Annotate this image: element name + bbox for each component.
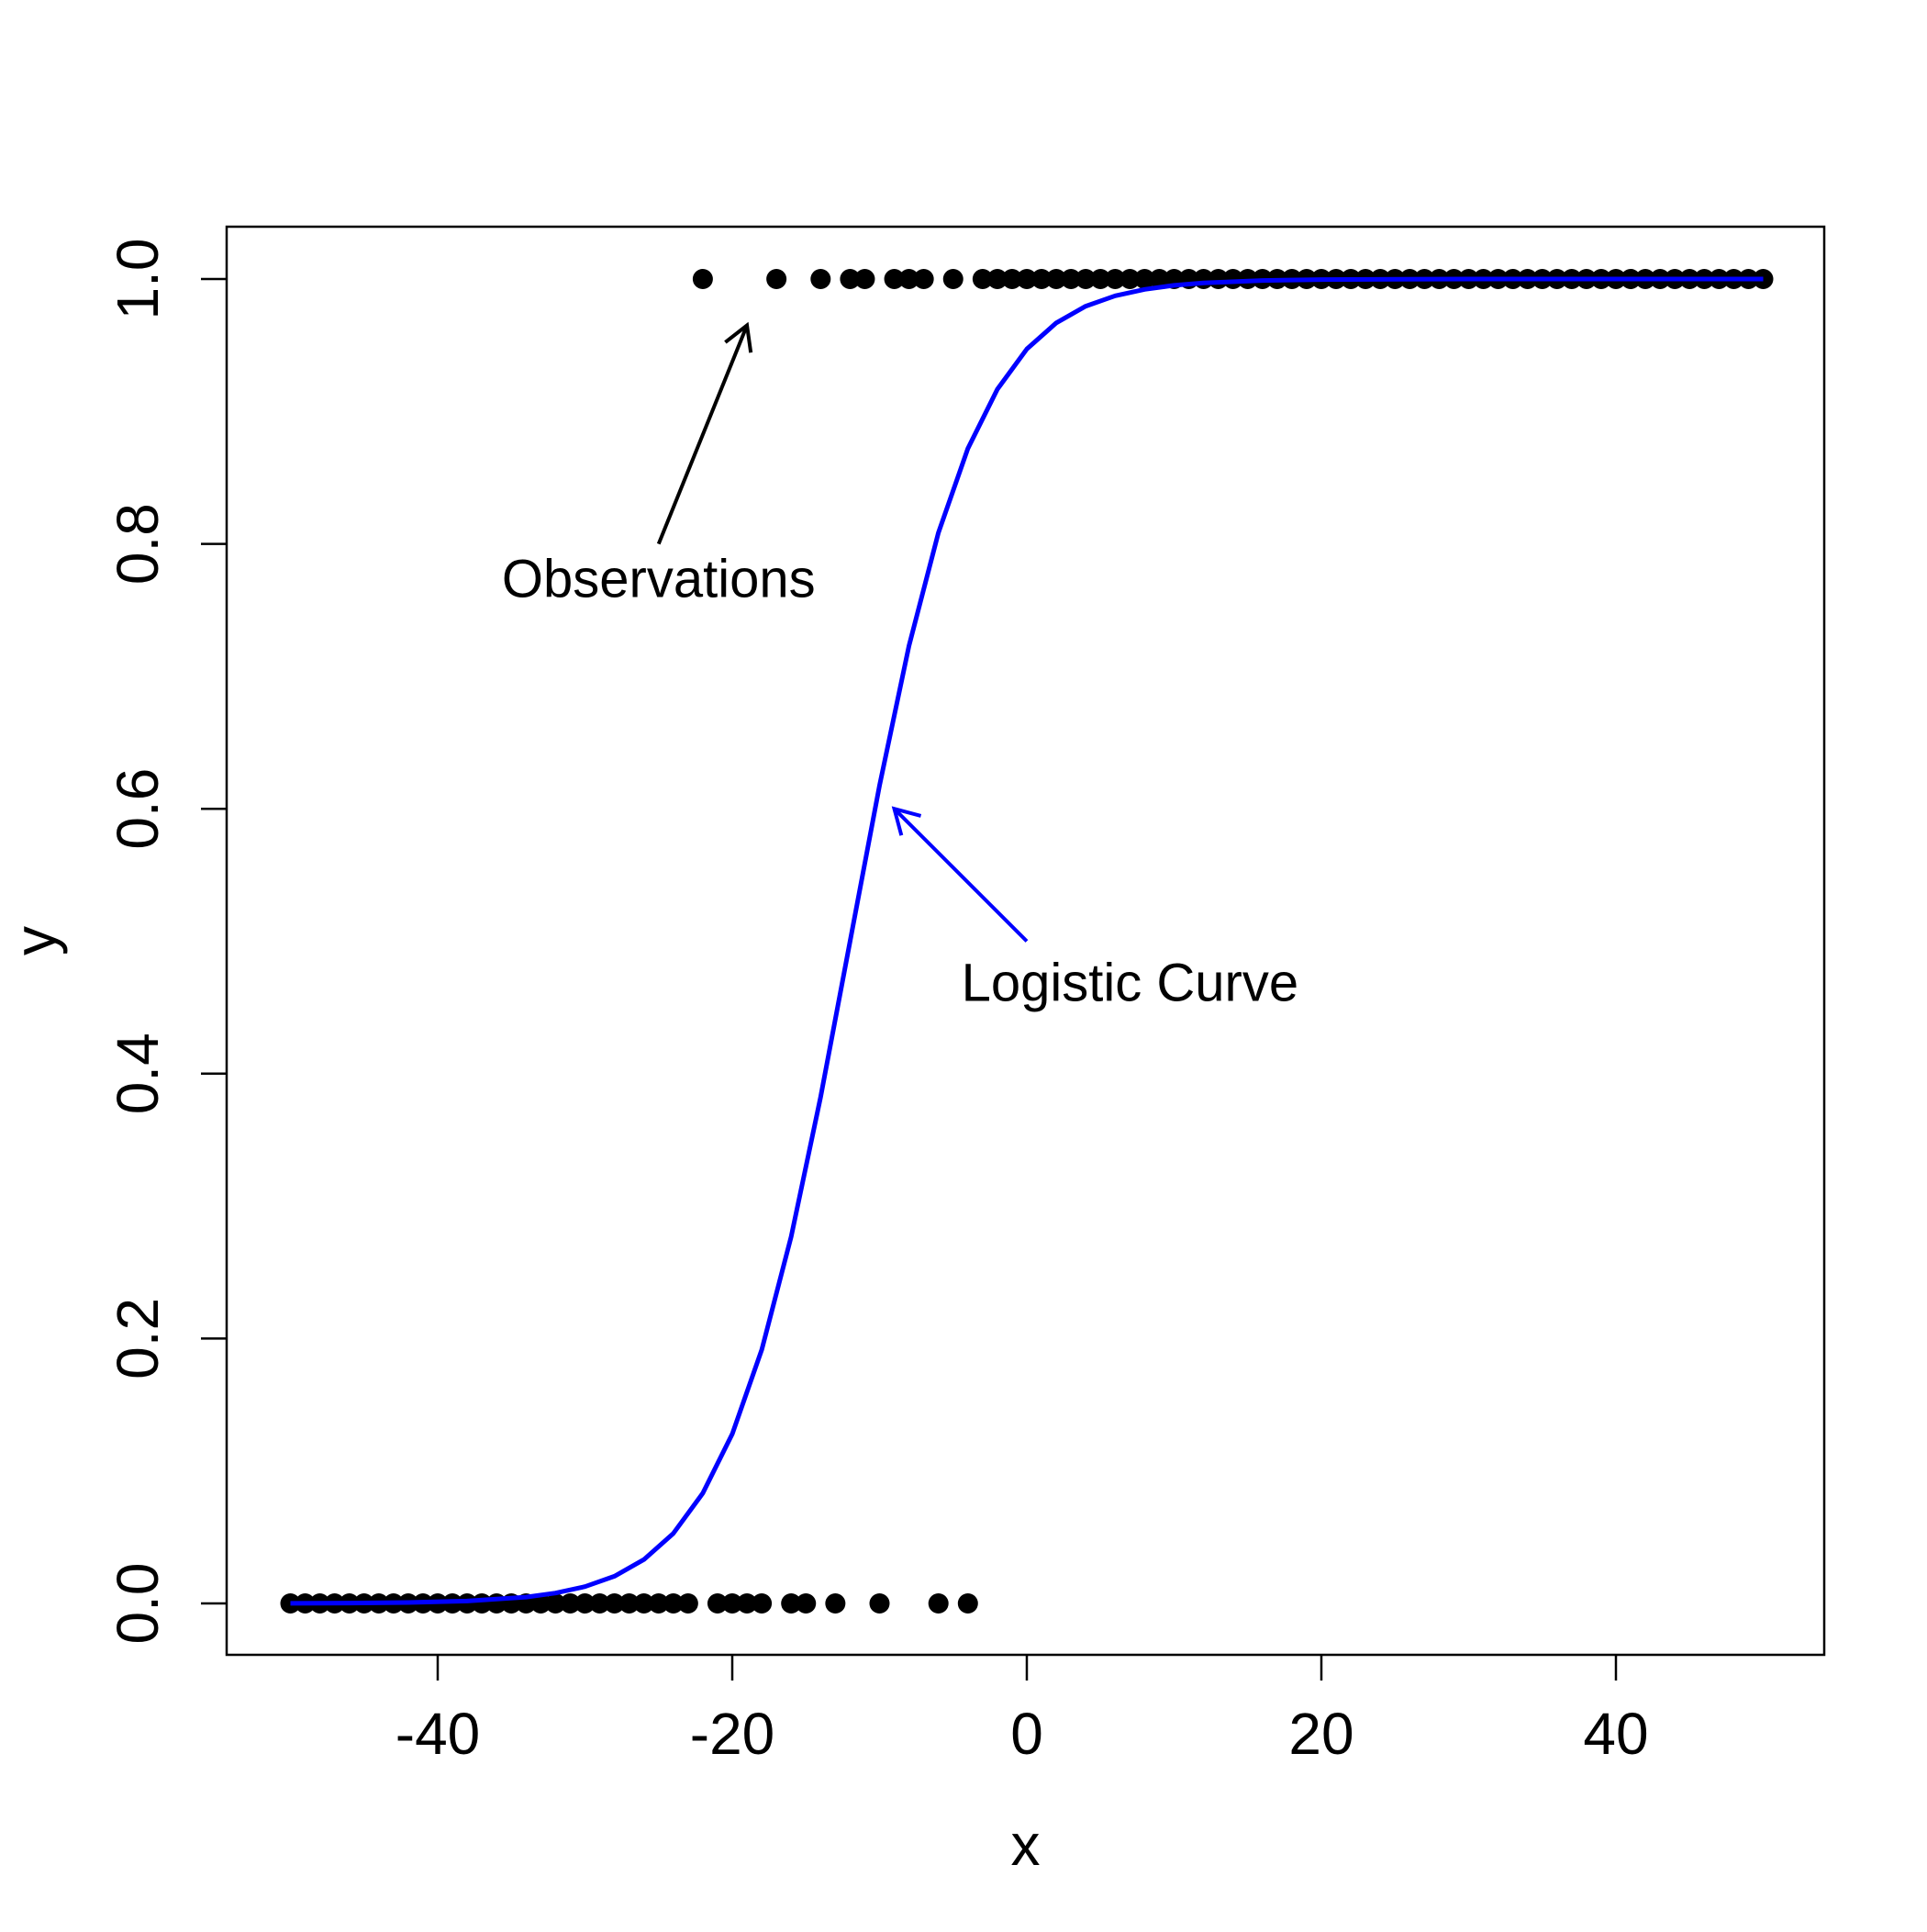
observation-point	[957, 1593, 978, 1614]
observation-point	[530, 1593, 551, 1614]
observation-point	[942, 269, 964, 289]
y-tick-label: 1.0	[105, 239, 171, 320]
observation-point	[986, 269, 1008, 289]
observation-point	[707, 1593, 728, 1614]
y-axis-title: y	[2, 926, 68, 955]
observation-point	[928, 1593, 949, 1614]
observation-point	[840, 269, 861, 289]
observation-point	[898, 269, 919, 289]
observation-point	[1001, 269, 1022, 289]
x-tick-label: -20	[690, 1701, 775, 1767]
observation-point	[825, 1593, 846, 1614]
y-tick-label: 0.6	[105, 768, 171, 850]
observation-point	[1090, 269, 1111, 289]
observation-point	[280, 1593, 301, 1614]
observation-point	[648, 1593, 669, 1614]
observation-point	[1017, 269, 1037, 289]
x-tick-label: 0	[1010, 1701, 1043, 1767]
observation-point	[972, 269, 993, 289]
x-tick-label: 40	[1583, 1701, 1648, 1767]
observation-point	[884, 269, 905, 289]
observation-point	[1075, 269, 1097, 289]
observation-point	[663, 1593, 684, 1614]
observation-point	[1105, 269, 1126, 289]
observation-point	[633, 1593, 654, 1614]
annotation-arrow-head	[891, 806, 922, 836]
y-tick-label: 0.2	[105, 1298, 171, 1379]
x-axis-title: x	[1011, 1812, 1041, 1878]
observation-point	[854, 269, 875, 289]
observation-point	[457, 1593, 478, 1614]
annotation-arrow-head	[724, 321, 753, 353]
observation-point	[604, 1593, 625, 1614]
observation-point	[1149, 269, 1170, 289]
observation-point	[574, 1593, 596, 1614]
x-tick-label: 20	[1288, 1701, 1353, 1767]
observation-point	[913, 269, 934, 289]
observation-point	[781, 1593, 802, 1614]
annotation-label: Observations	[502, 549, 816, 609]
observation-point	[1134, 269, 1155, 289]
observation-point	[810, 269, 831, 289]
logistic-curve	[290, 276, 1764, 1606]
observation-point	[692, 269, 713, 289]
observation-point	[1046, 269, 1067, 289]
annotation-arrow-shaft	[893, 807, 1029, 943]
observation-point	[618, 1593, 640, 1614]
observation-point	[589, 1593, 610, 1614]
annotation-label: Logistic Curve	[962, 953, 1298, 1012]
y-tick-label: 0.4	[105, 1033, 171, 1114]
observation-point	[560, 1593, 581, 1614]
observation-point	[722, 1593, 742, 1614]
x-tick-label: -40	[395, 1701, 481, 1767]
observation-point	[766, 269, 787, 289]
annotation-arrow-shaft	[656, 324, 749, 545]
observation-point	[869, 1593, 890, 1614]
y-tick-label: 0.8	[105, 503, 171, 585]
observation-point	[1061, 269, 1082, 289]
observation-point	[752, 1593, 773, 1614]
observation-point	[796, 1593, 817, 1614]
observation-point	[737, 1593, 758, 1614]
y-tick-label: 0.0	[105, 1563, 171, 1645]
observation-point	[1119, 269, 1141, 289]
observation-point	[545, 1593, 566, 1614]
observation-point	[677, 1593, 698, 1614]
observation-point	[1031, 269, 1053, 289]
plot-frame	[225, 225, 1826, 1657]
